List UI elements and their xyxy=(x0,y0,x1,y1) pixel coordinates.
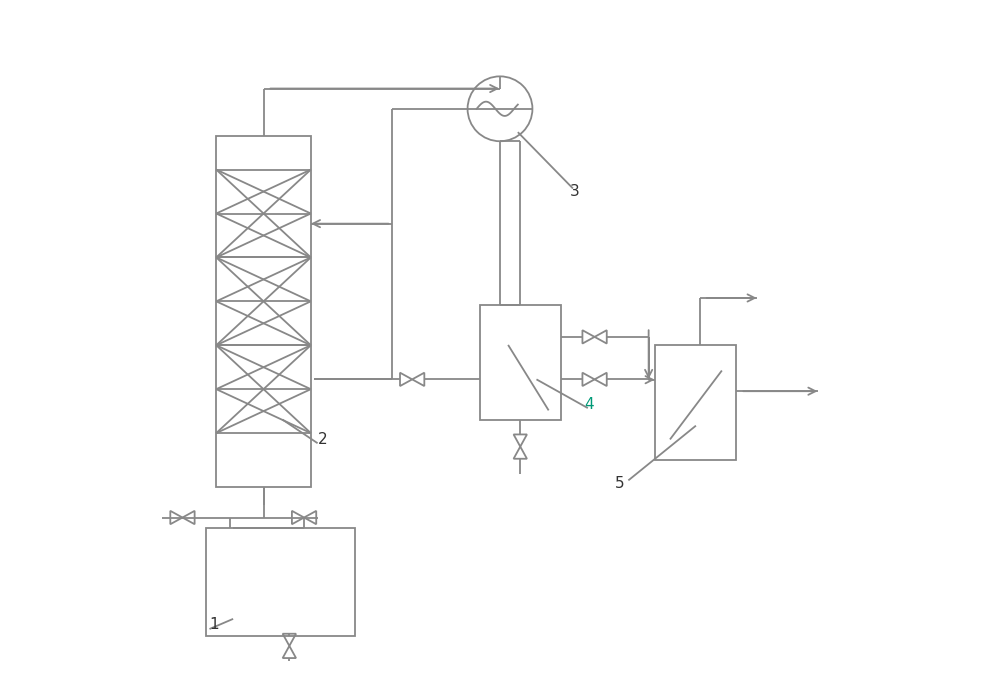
Text: 2: 2 xyxy=(318,432,327,447)
Text: 1: 1 xyxy=(209,617,219,632)
Text: 4: 4 xyxy=(584,397,594,412)
Bar xyxy=(206,527,355,636)
Bar xyxy=(655,345,736,460)
Bar xyxy=(216,136,311,487)
Text: 5: 5 xyxy=(615,475,624,491)
Text: 3: 3 xyxy=(570,183,579,198)
Bar xyxy=(480,305,561,420)
